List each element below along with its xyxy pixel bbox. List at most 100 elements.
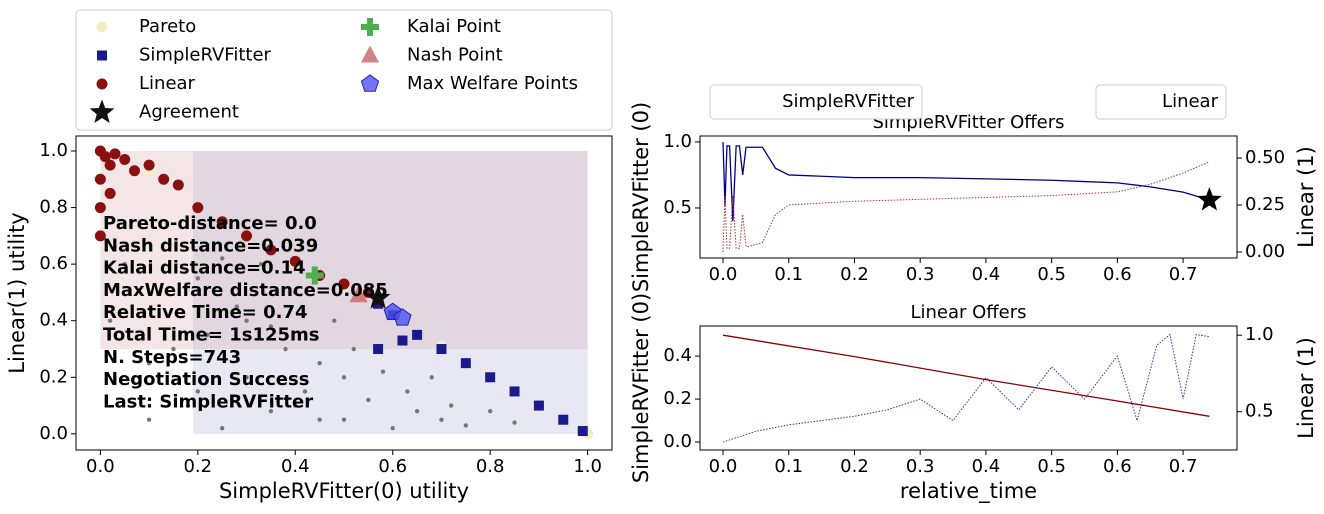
marker xyxy=(302,389,308,394)
plot-frame xyxy=(699,325,1238,451)
legend-marker xyxy=(89,99,115,124)
x-tick-label: 0.2 xyxy=(183,456,212,477)
marker xyxy=(533,400,544,411)
legend-marker xyxy=(96,78,108,90)
annotation: Total Time= 1s125ms xyxy=(103,325,319,346)
marker xyxy=(341,417,347,422)
marker xyxy=(146,360,152,366)
marker xyxy=(244,375,249,380)
marker xyxy=(393,308,412,326)
y-tick-label: 0.0 xyxy=(663,431,692,452)
marker xyxy=(366,397,371,403)
marker xyxy=(234,304,239,309)
x-tick-label: 0.6 xyxy=(1103,456,1132,477)
y2-axis-label: Linear (1) xyxy=(1294,146,1318,248)
y2-tick-label: 0.00 xyxy=(1245,241,1285,262)
legend-marker xyxy=(360,74,380,92)
y-axis-label: SimpleRVFitter (0) xyxy=(629,102,653,292)
x-tick-label: 0.2 xyxy=(840,456,869,477)
y2-tick-label: 0.50 xyxy=(1245,147,1285,168)
legend-marker xyxy=(97,50,107,61)
marker xyxy=(289,255,301,267)
marker xyxy=(195,389,201,394)
marker xyxy=(195,276,201,281)
legend-box xyxy=(709,84,923,120)
series-line xyxy=(722,161,1210,253)
marker xyxy=(283,346,288,352)
marker xyxy=(104,187,116,199)
legend-label: Pareto xyxy=(139,16,196,37)
marker xyxy=(99,151,111,163)
annotation: MaxWelfare distance=0.085 xyxy=(103,280,388,301)
series-line xyxy=(722,333,1210,443)
marker xyxy=(317,417,322,422)
y2-tick-label: 0.5 xyxy=(1245,401,1274,422)
x-tick-label: 0.2 xyxy=(840,264,869,285)
marker xyxy=(128,165,140,177)
series-line xyxy=(722,141,1210,222)
chart-title: Linear Offers xyxy=(910,302,1026,323)
x-tick-label: 0.4 xyxy=(972,456,1001,477)
marker xyxy=(146,417,152,422)
y-tick-label: 0.8 xyxy=(39,197,68,218)
x-tick-label: 0.7 xyxy=(1169,456,1198,477)
marker xyxy=(107,318,113,323)
marker xyxy=(258,261,264,267)
y-axis-label: Linear(1) utility xyxy=(5,212,29,373)
marker xyxy=(1197,187,1222,211)
marker xyxy=(119,153,131,165)
y2-tick-label: 1.0 xyxy=(1245,324,1274,345)
annotation: Pareto-distance= 0.0 xyxy=(103,213,317,234)
y-tick-label: 0.2 xyxy=(663,388,692,409)
marker xyxy=(429,375,434,380)
y-tick-label: 1.0 xyxy=(39,140,68,161)
annotation: Last: SimpleRVFitter xyxy=(103,391,313,412)
y-tick-label: 0.6 xyxy=(39,253,68,274)
marker xyxy=(512,420,517,425)
x-axis-label: relative_time xyxy=(900,479,1037,504)
marker xyxy=(577,426,588,437)
marker xyxy=(436,344,447,355)
marker xyxy=(485,372,496,383)
region xyxy=(192,349,588,434)
x-tick-label: 0.0 xyxy=(709,264,738,285)
legend-marker xyxy=(96,21,108,33)
marker xyxy=(305,266,324,285)
marker xyxy=(558,414,569,425)
x-tick-label: 0.6 xyxy=(1103,264,1132,285)
marker xyxy=(109,148,121,160)
plot-frame xyxy=(75,135,613,451)
legend-label: Kalai Point xyxy=(407,16,501,37)
legend-label: Agreement xyxy=(139,102,239,123)
x-tick-label: 0.5 xyxy=(1037,264,1066,285)
legend-marker xyxy=(361,18,379,36)
y-axis-label: SimpleRVFitter (0) xyxy=(629,293,653,483)
marker xyxy=(349,285,368,303)
marker xyxy=(94,173,106,185)
marker xyxy=(414,409,420,414)
x-tick-label: 1.0 xyxy=(573,456,602,477)
marker xyxy=(487,409,493,414)
marker xyxy=(365,285,391,309)
marker xyxy=(373,344,384,355)
marker xyxy=(94,202,106,214)
marker xyxy=(244,318,249,323)
marker xyxy=(219,426,225,431)
x-tick-label: 0.5 xyxy=(1037,456,1066,477)
marker xyxy=(205,332,210,338)
x-tick-label: 0.0 xyxy=(86,456,115,477)
y-tick-label: 1.0 xyxy=(663,131,692,152)
y2-tick-label: 0.25 xyxy=(1245,194,1285,215)
marker xyxy=(171,346,176,352)
series-line xyxy=(722,334,1210,417)
legend-marker xyxy=(361,45,379,63)
x-axis-label: SimpleRVFitter(0) utility xyxy=(219,479,469,503)
legend-label: Linear xyxy=(1162,91,1219,112)
marker xyxy=(219,256,225,261)
marker xyxy=(390,426,395,431)
annotation: Relative Time= 0.74 xyxy=(103,302,308,323)
marker xyxy=(156,290,162,295)
x-tick-label: 0.4 xyxy=(972,264,1001,285)
marker xyxy=(172,179,184,191)
